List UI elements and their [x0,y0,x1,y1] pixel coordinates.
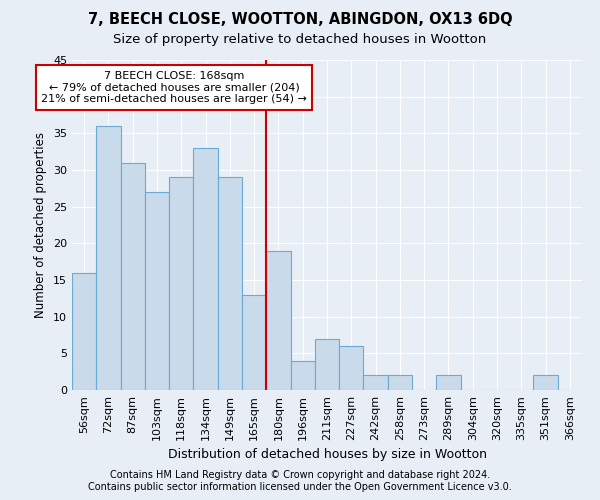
Bar [193,148,218,390]
Bar [388,376,412,390]
Text: Contains HM Land Registry data © Crown copyright and database right 2024.: Contains HM Land Registry data © Crown c… [110,470,490,480]
Bar [533,376,558,390]
Bar [339,346,364,390]
Bar [315,338,339,390]
Bar [242,294,266,390]
Text: Size of property relative to detached houses in Wootton: Size of property relative to detached ho… [113,32,487,46]
Bar [145,192,169,390]
X-axis label: Distribution of detached houses by size in Wootton: Distribution of detached houses by size … [167,448,487,462]
Text: 7 BEECH CLOSE: 168sqm
← 79% of detached houses are smaller (204)
21% of semi-det: 7 BEECH CLOSE: 168sqm ← 79% of detached … [41,71,307,104]
Bar [121,162,145,390]
Bar [218,178,242,390]
Bar [96,126,121,390]
Bar [364,376,388,390]
Y-axis label: Number of detached properties: Number of detached properties [34,132,47,318]
Bar [72,272,96,390]
Text: 7, BEECH CLOSE, WOOTTON, ABINGDON, OX13 6DQ: 7, BEECH CLOSE, WOOTTON, ABINGDON, OX13 … [88,12,512,28]
Bar [290,360,315,390]
Text: Contains public sector information licensed under the Open Government Licence v3: Contains public sector information licen… [88,482,512,492]
Bar [169,178,193,390]
Bar [436,376,461,390]
Bar [266,250,290,390]
